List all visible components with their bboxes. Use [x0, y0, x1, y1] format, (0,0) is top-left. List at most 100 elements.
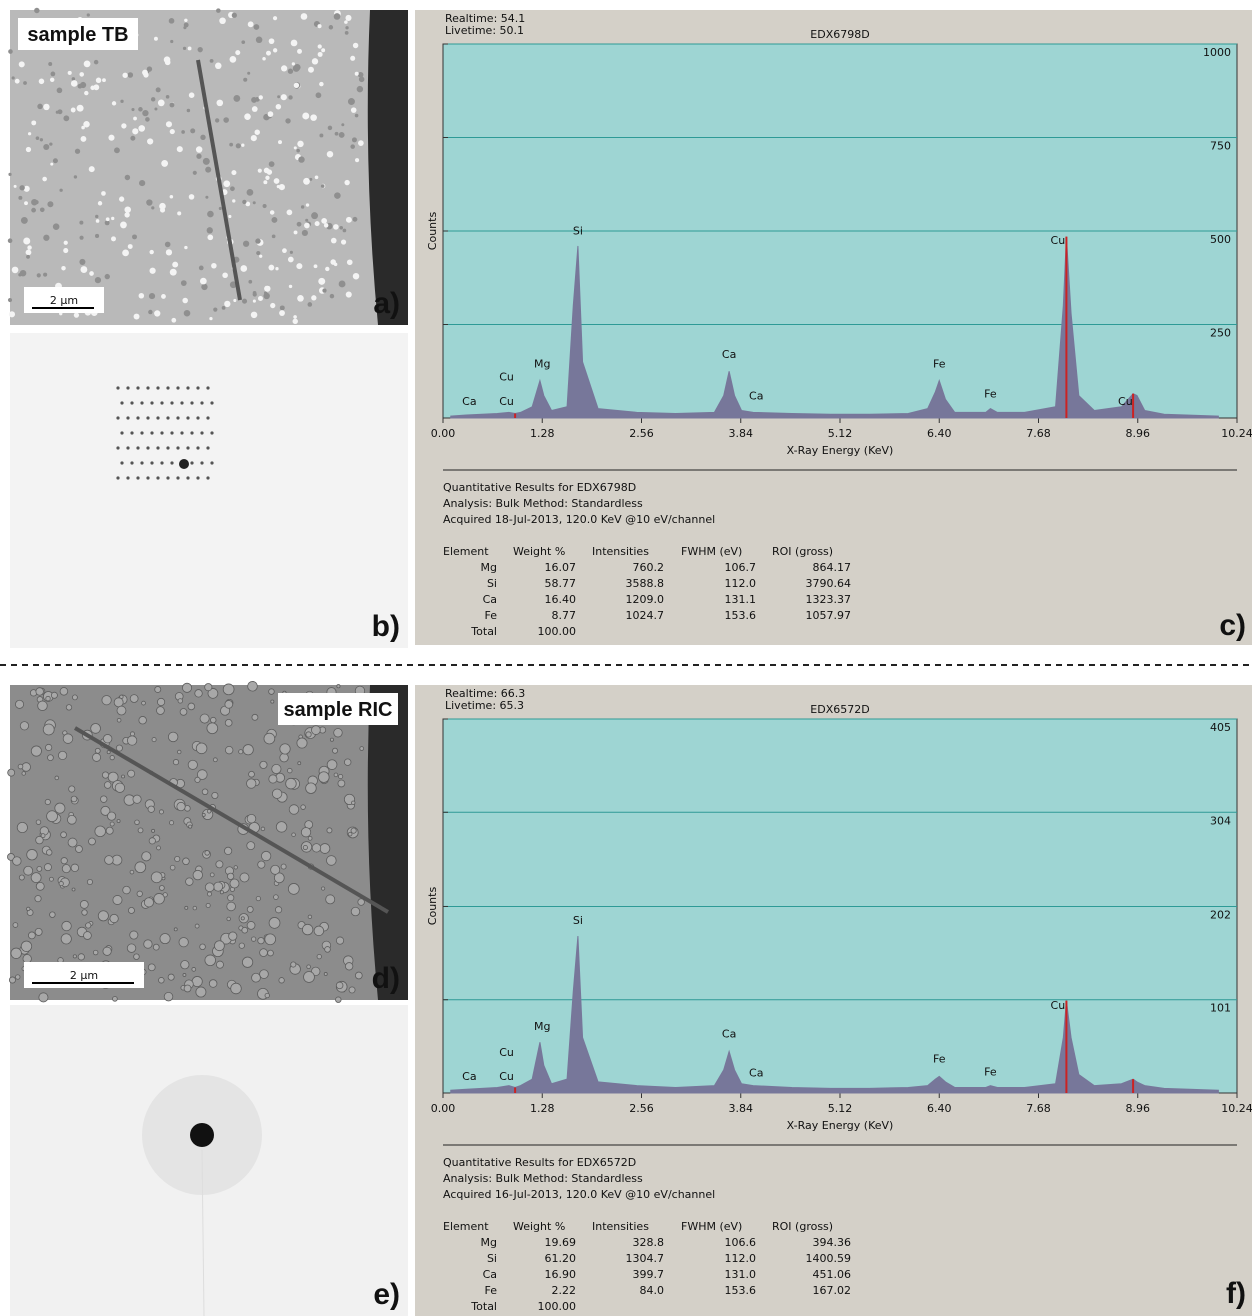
particle: [167, 973, 175, 981]
table-cell: 131.0: [725, 1268, 757, 1281]
spot: [186, 476, 190, 480]
particle: [79, 258, 86, 265]
particle: [342, 228, 347, 233]
particle: [101, 771, 110, 779]
spot: [130, 401, 134, 405]
particle: [128, 906, 135, 914]
particle: [158, 809, 164, 815]
table-header: Intensities: [592, 1220, 649, 1233]
table-cell: 3588.8: [626, 577, 665, 590]
particle: [94, 277, 102, 284]
particle: [12, 856, 22, 866]
particle: [143, 939, 153, 949]
particle: [255, 238, 261, 244]
particle: [326, 855, 337, 866]
particle: [347, 98, 355, 106]
y-tick-label: 500: [1210, 233, 1231, 246]
particle: [271, 216, 278, 223]
particle: [37, 700, 48, 711]
particle: [246, 813, 257, 824]
particle: [223, 117, 229, 123]
particle: [194, 923, 200, 929]
particle: [77, 953, 85, 961]
particle: [296, 148, 300, 153]
x-tick-label: 2.56: [629, 427, 654, 440]
particle: [205, 903, 211, 909]
particle: [7, 238, 13, 244]
particle: [297, 140, 304, 148]
particle: [350, 107, 357, 113]
particle: [192, 170, 197, 175]
particle: [18, 874, 25, 881]
particle: [61, 265, 66, 271]
particle: [332, 747, 338, 754]
particle: [73, 175, 78, 179]
particle: [86, 13, 90, 17]
particle: [354, 71, 359, 76]
particle: [111, 216, 115, 221]
spot: [150, 461, 154, 465]
particle: [169, 864, 176, 871]
particle: [208, 979, 218, 988]
particle: [35, 687, 44, 696]
particle: [183, 984, 192, 993]
particle: [121, 123, 127, 129]
particle: [248, 279, 253, 284]
particle: [152, 943, 160, 951]
particle: [241, 40, 246, 45]
particle: [206, 227, 213, 234]
peak-label: Fe: [933, 358, 946, 371]
y-tick-label: 101: [1210, 1002, 1231, 1015]
particle: [333, 728, 343, 738]
particle: [176, 801, 186, 812]
particle: [296, 737, 308, 749]
particle: [15, 974, 21, 980]
table-cell: 19.69: [545, 1236, 577, 1249]
particle: [149, 267, 156, 274]
particle: [52, 223, 60, 230]
particle: [267, 111, 274, 117]
spot: [136, 416, 140, 420]
particle: [42, 723, 55, 736]
particle: [280, 65, 288, 72]
x-tick-label: 7.68: [1026, 1102, 1051, 1115]
particle: [35, 881, 45, 891]
table-cell: 131.1: [725, 593, 757, 606]
particle: [79, 235, 84, 240]
particle: [288, 284, 293, 289]
particle: [348, 986, 356, 994]
spot: [146, 386, 150, 390]
particle: [323, 223, 329, 228]
spot: [200, 431, 204, 435]
spot: [156, 416, 160, 420]
particle: [354, 113, 359, 118]
particle: [302, 845, 308, 851]
particle: [287, 767, 293, 774]
particle: [288, 804, 300, 815]
particle: [230, 186, 235, 192]
particle: [34, 895, 42, 903]
y-tick-label: 1000: [1203, 46, 1231, 59]
table-cell: 864.17: [813, 561, 852, 574]
particle: [156, 706, 165, 715]
spot: [146, 416, 150, 420]
particle: [279, 752, 289, 763]
particle: [138, 125, 146, 132]
particle: [256, 250, 261, 256]
particle: [230, 982, 242, 995]
particle: [263, 732, 276, 745]
particle: [13, 184, 17, 188]
particle: [8, 311, 16, 318]
particle: [133, 116, 137, 121]
particle: [352, 216, 358, 222]
particle: [178, 937, 189, 948]
particle: [279, 743, 291, 755]
particle: [228, 214, 232, 219]
particle: [79, 72, 85, 77]
particle: [39, 138, 44, 142]
particle: [305, 731, 312, 738]
particle: [141, 700, 146, 706]
particle: [202, 157, 210, 165]
particle: [197, 47, 203, 53]
particle: [95, 214, 99, 219]
